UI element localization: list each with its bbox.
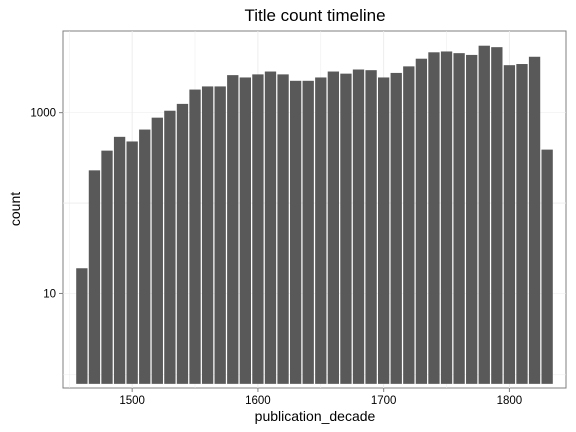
bar bbox=[302, 80, 314, 384]
bar bbox=[440, 51, 453, 384]
bar bbox=[126, 141, 138, 384]
chart-title: Title count timeline bbox=[244, 6, 385, 25]
bar bbox=[277, 74, 289, 384]
bar bbox=[352, 69, 365, 384]
bar bbox=[214, 86, 226, 384]
x-tick-label: 1700 bbox=[371, 395, 397, 407]
bar bbox=[151, 117, 163, 384]
x-tick-label: 1600 bbox=[245, 395, 271, 407]
bar bbox=[466, 54, 478, 384]
plot-panel bbox=[62, 30, 567, 389]
x-axis: 1500 1600 1700 1800 bbox=[119, 388, 522, 407]
bar bbox=[516, 64, 528, 384]
bar bbox=[327, 71, 340, 384]
y-tick-label: 1000 bbox=[30, 108, 56, 120]
bar bbox=[340, 73, 352, 384]
y-axis: 10 1000 bbox=[30, 108, 63, 300]
bar bbox=[528, 56, 541, 384]
bar bbox=[239, 77, 251, 384]
bar bbox=[428, 52, 440, 384]
bar bbox=[289, 80, 302, 384]
y-tick-label: 10 bbox=[43, 288, 56, 300]
bars bbox=[76, 45, 553, 384]
bar bbox=[113, 136, 126, 384]
bar bbox=[365, 70, 377, 384]
bar bbox=[315, 77, 327, 384]
bar bbox=[88, 170, 101, 384]
bar bbox=[176, 103, 189, 384]
bar bbox=[503, 65, 516, 384]
bar bbox=[378, 77, 390, 384]
bar bbox=[164, 110, 176, 384]
bar bbox=[390, 72, 402, 384]
x-tick-label: 1800 bbox=[497, 395, 523, 407]
bar bbox=[101, 150, 113, 384]
bar bbox=[403, 66, 415, 384]
bar bbox=[541, 149, 553, 384]
bar bbox=[201, 86, 214, 384]
bar bbox=[491, 47, 503, 384]
bar bbox=[264, 71, 277, 384]
x-tick-label: 1500 bbox=[119, 395, 145, 407]
bar bbox=[189, 89, 201, 384]
bar bbox=[453, 53, 465, 384]
bar bbox=[139, 129, 151, 384]
bar bbox=[415, 58, 428, 384]
bar bbox=[76, 268, 88, 384]
bar bbox=[478, 45, 490, 384]
bar bbox=[227, 75, 239, 384]
bar bbox=[252, 74, 264, 384]
x-axis-title: publication_decade bbox=[255, 408, 376, 424]
y-axis-title: count bbox=[7, 192, 23, 226]
